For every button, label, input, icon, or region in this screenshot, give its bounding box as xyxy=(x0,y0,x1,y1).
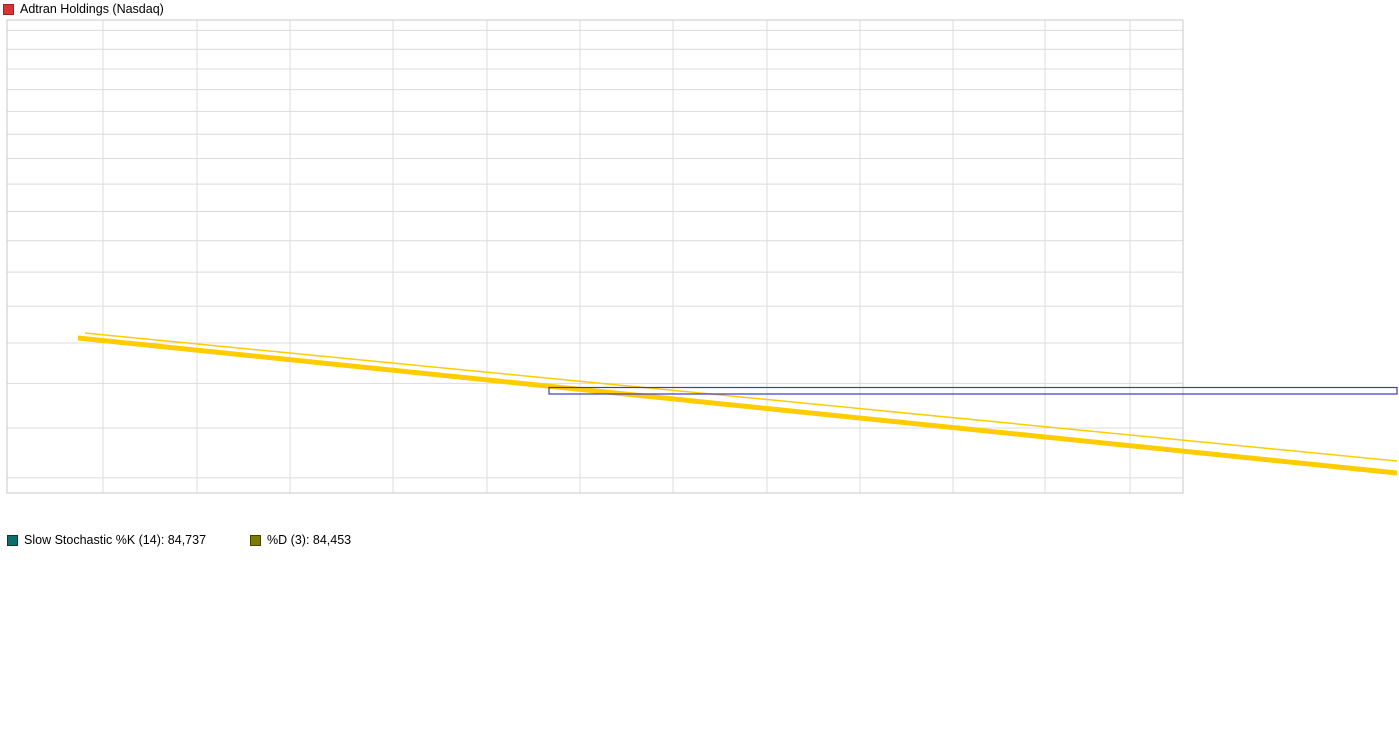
blue-support-zone xyxy=(548,386,1398,395)
plot-border xyxy=(6,19,1184,494)
chart-title: Adtran Holdings (Nasdaq) xyxy=(20,2,164,16)
support-thick-yellow xyxy=(77,335,1398,476)
k-series-marker-icon xyxy=(7,534,18,546)
support-thin-yellow xyxy=(84,332,1398,462)
stochastic-d-legend-item: %D (3): 84,453 xyxy=(250,533,351,547)
chart-title-legend: Adtran Holdings (Nasdaq) xyxy=(3,2,164,16)
stochastic-k-legend-item: Slow Stochastic %K (14): 84,737 xyxy=(7,533,206,547)
stochastic-legend: Slow Stochastic %K (14): 84,737 %D (3): … xyxy=(7,533,395,547)
k-series-label: Slow Stochastic %K (14): 84,737 xyxy=(24,533,207,547)
series-marker-icon xyxy=(3,3,14,15)
main-price-chart xyxy=(6,19,1398,494)
stochastic-chart xyxy=(0,522,1399,745)
main-plot-area xyxy=(7,20,1183,493)
d-series-label: %D (3): 84,453 xyxy=(267,533,352,547)
d-series-marker-icon xyxy=(250,534,262,546)
